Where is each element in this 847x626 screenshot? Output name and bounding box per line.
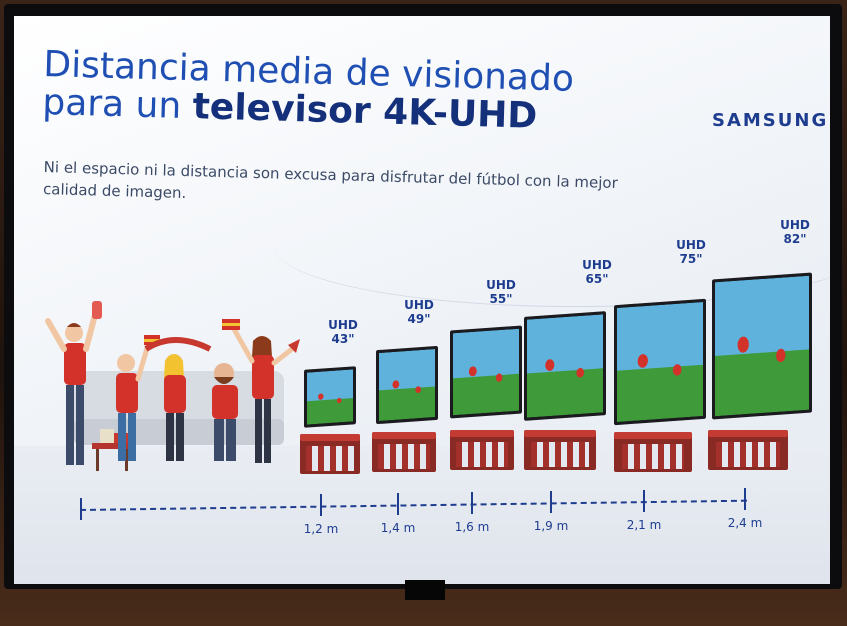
tv-pedestal [405,580,445,600]
distance-label: 1,4 m [380,521,416,535]
distance-label: 1,2 m [303,522,339,536]
tv-screen-43 [304,366,356,428]
tv-label-size: 82" [783,232,807,246]
distance-label: 1,9 m [533,519,569,533]
tv-screen-55 [450,325,522,419]
tv-label: UHD 65" [572,258,622,286]
distance-label: 2,4 m [727,516,763,530]
tv-stand [450,430,514,470]
tv-label-uhd: UHD [582,258,612,272]
fans-illustration [34,301,304,476]
tv-bezel: Distancia media de visionado para un tel… [4,4,842,589]
tv-label: UHD 55" [476,278,526,306]
tv-label-size: 49" [407,312,431,326]
tv-screen-82 [712,272,812,420]
scale-origin-tick [80,498,82,520]
title-line-2-prefix: para un [41,81,194,128]
tv-stand [614,432,692,472]
distance-label: 2,1 m [626,518,662,532]
tv-label-size: 75" [679,252,703,266]
slide-title: Distancia media de visionado para un tel… [41,44,575,137]
scale-tick [744,488,746,510]
tv-label-size: 43" [331,332,355,346]
football-scene-icon [379,349,435,421]
tv-stand [372,432,436,472]
slide-subtitle: Ni el espacio ni la distancia son excusa… [42,157,619,202]
tv-label-size: 65" [585,272,609,286]
football-scene-icon [527,314,603,418]
scale-tick [550,491,552,513]
scale-tick [643,490,645,512]
tv-label-uhd: UHD [328,318,358,332]
scale-tick [397,493,399,515]
brand-logo: SAMSUNG [712,110,829,131]
football-scene-icon [617,301,703,423]
tv-stand [300,434,360,474]
slide-screen: Distancia media de visionado para un tel… [14,16,830,584]
distance-label: 1,6 m [454,520,490,534]
title-line-2-bold: televisor 4K-UHD [192,86,538,137]
tv-label: UHD 49" [394,298,444,326]
football-scene-icon [307,369,353,425]
scale-tick [320,494,322,516]
tv-label-uhd: UHD [486,278,516,292]
tv-screen-49 [376,345,438,425]
football-scene-icon [453,328,519,416]
tv-stand [524,430,596,470]
tv-stand [708,430,788,470]
tv-screen-65 [524,311,606,421]
tv-label-uhd: UHD [780,218,810,232]
fans-on-sofa-icon [45,301,300,471]
decorative-arc [274,186,830,307]
tv-label: UHD 82" [770,218,820,246]
scale-tick [471,492,473,514]
tv-screen-75 [614,298,706,426]
tv-label-uhd: UHD [676,238,706,252]
tv-label: UHD 75" [666,238,716,266]
tv-label-size: 55" [489,292,513,306]
tv-label: UHD 43" [318,318,368,346]
tv-label-uhd: UHD [404,298,434,312]
football-scene-icon [715,275,809,417]
